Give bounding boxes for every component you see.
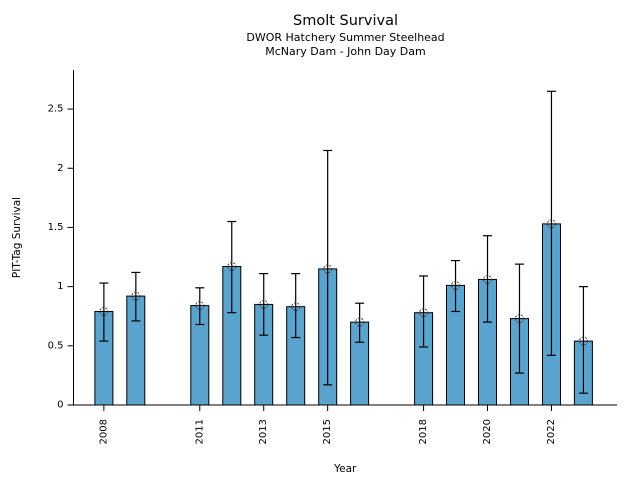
chart-title: Smolt Survival <box>293 13 398 29</box>
point-marker-year-2019 <box>451 280 461 290</box>
x-tick-label-2020: 2020 <box>482 419 493 444</box>
y-tick-label-0.5: 0.5 <box>48 340 64 351</box>
x-tick-label-2015: 2015 <box>322 419 333 444</box>
point-marker-year-2011 <box>195 301 205 311</box>
y-tick-label-2: 2 <box>57 163 63 174</box>
y-tick-label-1: 1 <box>57 281 63 292</box>
x-tick-label-2022: 2022 <box>546 419 557 444</box>
y-axis-label: PIT-Tag Survival <box>11 197 23 278</box>
y-tick-label-0: 0 <box>57 400 63 411</box>
point-marker-year-2009 <box>131 291 141 301</box>
point-marker-year-2021 <box>514 314 524 324</box>
x-tick-label-2011: 2011 <box>194 419 205 444</box>
y-tick-label-2.5: 2.5 <box>48 104 64 115</box>
point-marker-year-2023 <box>578 336 588 346</box>
point-marker-year-2018 <box>419 308 429 318</box>
x-axis-label: Year <box>333 463 357 475</box>
point-marker-year-2020 <box>483 275 493 285</box>
point-marker-year-2008 <box>99 306 109 316</box>
chart-subtitle-line1: DWOR Hatchery Summer Steelhead <box>246 31 445 44</box>
x-tick-label-2013: 2013 <box>258 419 269 444</box>
point-marker-year-2012 <box>227 262 237 272</box>
point-marker-year-2013 <box>259 299 269 309</box>
point-marker-year-2014 <box>291 302 301 312</box>
point-marker-year-2015 <box>323 264 333 274</box>
y-tick-label-1.5: 1.5 <box>48 222 64 233</box>
x-tick-label-2018: 2018 <box>418 419 429 444</box>
x-tick-label-2008: 2008 <box>98 419 109 444</box>
chart-subtitle-line2: McNary Dam - John Day Dam <box>265 45 426 58</box>
point-marker-year-2016 <box>355 317 365 327</box>
point-marker-year-2022 <box>546 219 556 229</box>
